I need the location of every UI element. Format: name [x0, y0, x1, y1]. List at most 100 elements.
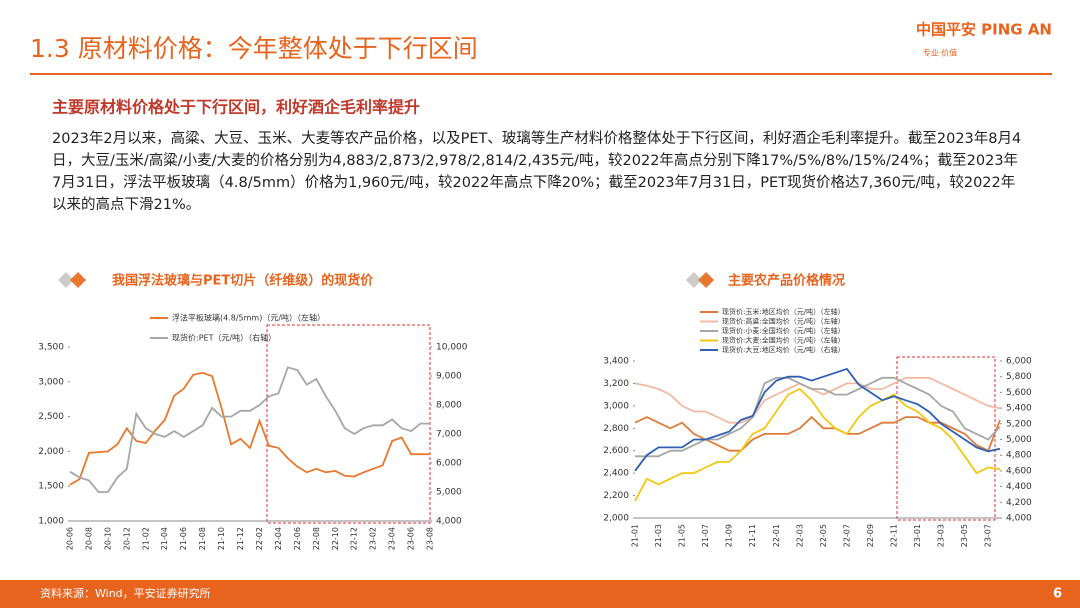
x-tick-label: 23-04: [388, 527, 397, 550]
y2-tick-label: 4,200: [1006, 498, 1032, 508]
series-line: [635, 376, 1001, 458]
paragraph: 2023年2月以来，高粱、大豆、玉米、大麦等农产品价格，以及PET、玻璃等生产材…: [52, 131, 1022, 213]
y2-tick-label: 5,400: [1006, 404, 1032, 414]
legend-label: 现货价:高粱:全国均价（元/吨）（左轴）: [722, 317, 845, 326]
y-tick-label: 3,500: [38, 343, 64, 353]
y2-tick-label: 5,000: [436, 488, 462, 498]
highlight-box: [266, 324, 431, 524]
x-tick-label: 22-09: [866, 524, 875, 547]
y2-tick-label: 9,000: [436, 372, 462, 382]
x-tick-label: 20-08: [84, 527, 93, 550]
legend-label: 现货价:PET（元/吨）（右轴）: [172, 333, 276, 343]
y-tick-label: 3,000: [603, 401, 629, 411]
x-tick-label: 20-06: [66, 527, 75, 550]
y-tick-label: 2,500: [38, 412, 64, 422]
y2-tick-label: 8,000: [436, 401, 462, 411]
series-line: [69, 366, 430, 493]
y-tick-label: 2,400: [603, 469, 629, 479]
y2-tick-label: 6,000: [436, 459, 462, 469]
x-tick-label: 23-01: [913, 524, 922, 547]
icon: [686, 272, 702, 288]
x-tick-label: 21-03: [654, 524, 663, 547]
x-tick-label: 22-04: [274, 527, 283, 550]
x-tick-label: 22-07: [842, 524, 851, 547]
x-tick-label: 23-08: [426, 527, 435, 550]
y-tick-label: 2,000: [603, 514, 629, 524]
x-tick-label: 22-03: [795, 524, 804, 547]
y2-tick-label: 4,400: [1006, 482, 1032, 492]
x-tick-label: 21-02: [141, 527, 150, 550]
x-tick-label: 21-05: [678, 524, 687, 547]
chart-title: 我国浮法玻璃与PET切片（纤维级）的现货价: [112, 273, 374, 289]
y2-tick-label: 7,000: [436, 430, 462, 440]
logo-sub: 专业·价值: [923, 48, 958, 58]
icon: [58, 272, 74, 288]
logo: 中国平安 PING AN: [916, 21, 1052, 39]
y2-tick-label: 5,200: [1006, 419, 1032, 429]
x-tick-label: 20-12: [122, 527, 131, 550]
x-tick-label: 21-01: [631, 524, 640, 547]
y-tick-label: 2,000: [38, 447, 64, 457]
x-tick-label: 21-06: [179, 527, 188, 550]
source: 资料来源：Wind，平安证券研究所: [40, 586, 211, 600]
slide-title: 1.3 原材料价格：今年整体处于下行区间: [30, 34, 478, 63]
y2-tick-label: 4,000: [436, 517, 462, 527]
y-tick-label: 3,400: [603, 357, 629, 367]
x-tick-label: 22-06: [293, 527, 302, 550]
legend-label: 现货价:小麦:全国均价（元/吨）（左轴）: [722, 326, 845, 335]
y-tick-label: 2,200: [603, 491, 629, 501]
legend-label: 现货价:大麦:全国均价（元/吨）（左轴）: [722, 336, 845, 345]
x-tick-label: 22-08: [312, 527, 321, 550]
y2-tick-label: 6,000: [1006, 357, 1032, 367]
legend-label: 浮法平板玻璃(4.8/5mm)（元/吨）（左轴）: [172, 313, 325, 323]
legend-label: 现货价:玉米:地区均价（元/吨）（左轴）: [722, 307, 845, 316]
x-tick-label: 22-10: [331, 527, 340, 550]
x-tick-label: 21-11: [748, 524, 757, 547]
subtitle: 主要原材料价格处于下行区间，利好酒企毛利率提升: [52, 98, 420, 117]
y-tick-label: 3,000: [38, 377, 64, 387]
x-tick-label: 21-04: [160, 527, 169, 550]
y-tick-label: 1,500: [38, 482, 64, 492]
y2-tick-label: 5,600: [1006, 388, 1032, 398]
x-tick-label: 21-07: [701, 524, 710, 547]
series-line: [634, 387, 1001, 502]
x-tick-label: 23-06: [407, 527, 416, 550]
x-tick-label: 21-08: [198, 527, 207, 550]
x-tick-label: 21-09: [725, 524, 734, 547]
x-tick-label: 22-05: [819, 524, 828, 547]
highlight-box: [896, 356, 996, 521]
x-tick-label: 23-03: [937, 524, 946, 547]
footer-bar: [0, 580, 1080, 608]
series-line: [634, 415, 1001, 452]
x-tick-label: 22-01: [772, 524, 781, 547]
x-tick-label: 22-02: [255, 527, 264, 550]
series-line: [634, 376, 1001, 424]
y2-tick-label: 4,000: [1006, 514, 1032, 524]
y-tick-label: 2,800: [603, 424, 629, 434]
y-tick-label: 3,200: [603, 379, 629, 389]
x-tick-label: 22-12: [350, 527, 359, 550]
legend-label: 现货价:大豆:地区均价（元/吨）（右轴）: [722, 345, 845, 354]
icon: [70, 272, 86, 288]
y2-tick-label: 4,800: [1006, 451, 1032, 461]
x-tick-label: 21-10: [217, 527, 226, 550]
y2-tick-label: 10,000: [436, 343, 468, 353]
y2-tick-label: 5,000: [1006, 435, 1032, 445]
x-tick-label: 23-02: [369, 527, 378, 550]
x-tick-label: 20-10: [103, 527, 112, 550]
x-tick-label: 21-12: [236, 527, 245, 550]
page-number: 6: [1053, 587, 1062, 602]
chart-title: 主要农产品价格情况: [728, 273, 845, 289]
icon: [698, 272, 714, 288]
y2-tick-label: 5,800: [1006, 372, 1032, 382]
y-tick-label: 1,000: [38, 517, 64, 527]
y-tick-label: 2,600: [603, 446, 629, 456]
series-line: [634, 367, 1001, 472]
y2-tick-label: 4,600: [1006, 466, 1032, 476]
x-tick-label: 23-07: [984, 524, 993, 547]
x-tick-label: 22-11: [890, 524, 899, 547]
series-line: [69, 371, 430, 486]
x-tick-label: 23-05: [960, 524, 969, 547]
